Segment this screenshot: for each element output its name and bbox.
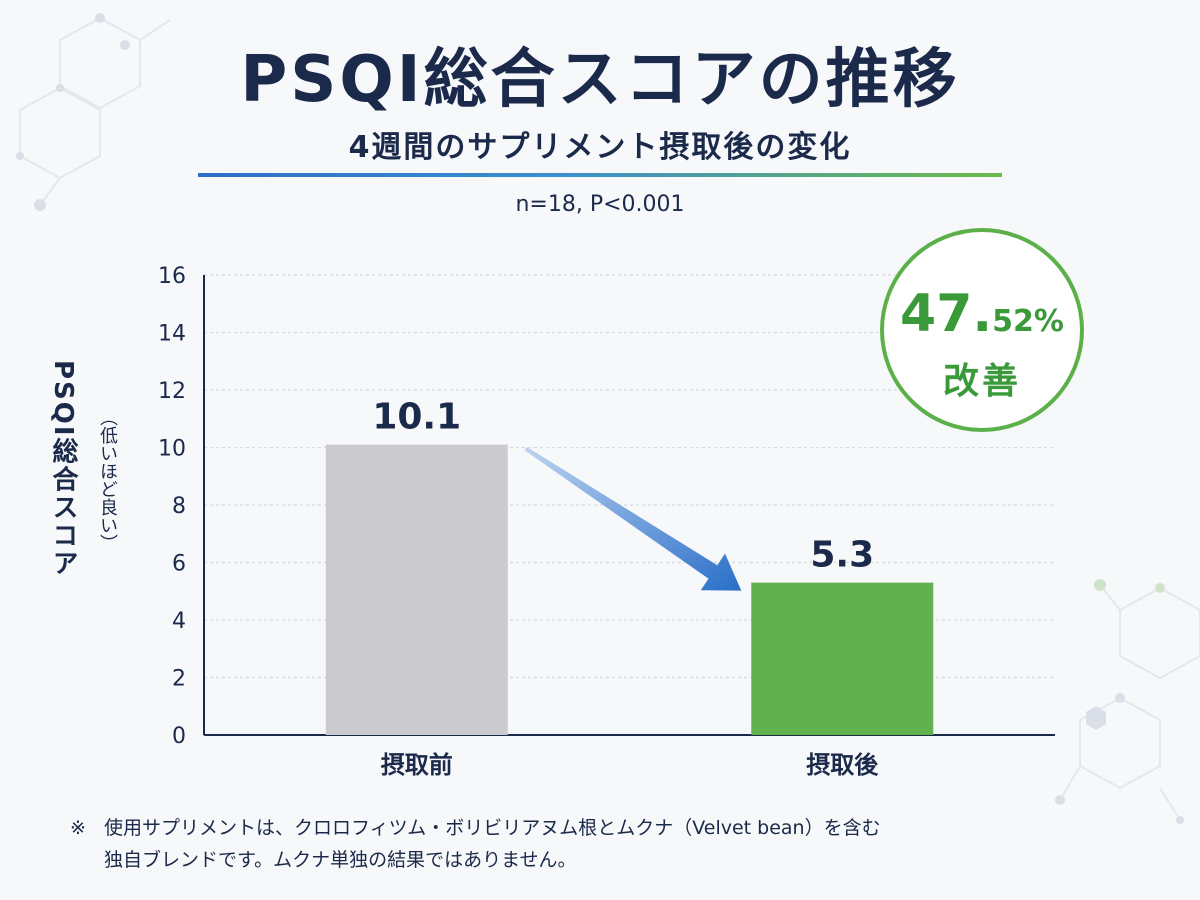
y-tick-label: 4 — [172, 609, 186, 634]
chart-title: PSQI総合スコアの推移 — [240, 43, 960, 117]
improvement-label: 改善 — [942, 361, 1021, 402]
decrease-arrow — [524, 447, 742, 591]
y-tick-label: 0 — [172, 724, 186, 749]
sample-statistics: n=18, P<0.001 — [515, 192, 685, 217]
footnote-line-1: 使用サプリメントは、クロロフィツム・ボリビリアヌム根とムクナ（Velvet be… — [104, 817, 881, 839]
y-tick-label: 6 — [172, 552, 186, 577]
y-tick-label: 10 — [158, 437, 186, 462]
bar-after — [751, 582, 934, 735]
chart-subtitle: 4週間のサプリメント摂取後の変化 — [348, 130, 852, 165]
x-tick-label: 摂取前 — [381, 751, 453, 779]
x-tick-label: 摂取後 — [806, 751, 879, 779]
improvement-value: 47.52% — [884, 284, 1080, 344]
improvement-value-integer: 47. — [900, 284, 993, 344]
y-tick-label: 14 — [158, 322, 186, 347]
bar-before — [325, 444, 508, 735]
title-divider — [198, 173, 1002, 177]
y-axis-note: （低いほど良い） — [97, 408, 118, 552]
y-tick-label: 2 — [172, 667, 186, 692]
data-label: 5.3 — [810, 535, 874, 576]
y-tick-label: 8 — [172, 494, 186, 519]
y-tick-label: 12 — [158, 379, 186, 404]
y-axis-label: PSQI総合スコア — [48, 360, 78, 578]
y-tick-label: 16 — [158, 264, 186, 289]
improvement-value-decimal: 52% — [992, 304, 1064, 339]
improvement-badge: 47.52% 改善 — [880, 228, 1084, 432]
footnote-line-2: 独自ブレンドです。ムクナ単独の結果ではありません。 — [104, 849, 577, 871]
footnote-mark: ※ — [70, 817, 86, 839]
data-label: 10.1 — [372, 397, 461, 438]
